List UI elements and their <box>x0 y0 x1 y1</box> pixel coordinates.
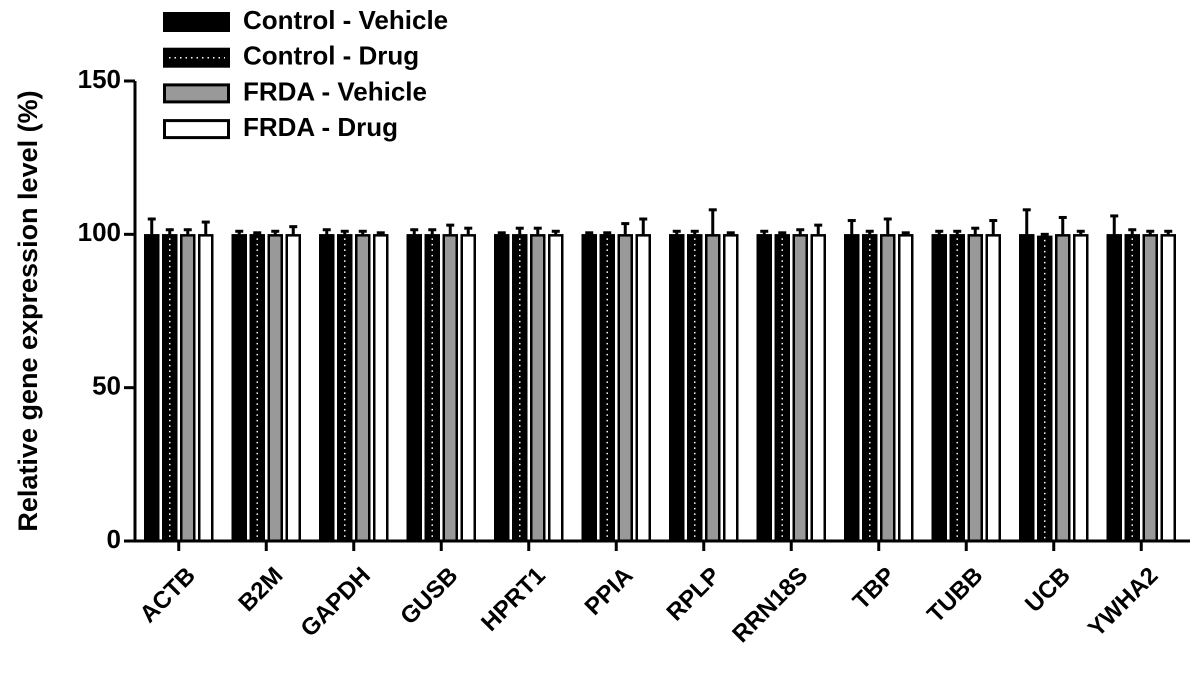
bar <box>581 234 597 543</box>
bar <box>494 234 510 543</box>
x-tick-label: B2M <box>233 562 288 617</box>
bar <box>1142 234 1158 543</box>
legend-label: Control - Vehicle <box>243 5 448 35</box>
x-tick-label: TBP <box>848 562 901 615</box>
bar <box>285 234 301 543</box>
legend-label: FRDA - Drug <box>243 112 398 142</box>
legend-swatch <box>163 119 230 140</box>
legend-label: Control - Drug <box>243 41 419 71</box>
bar <box>1019 234 1035 543</box>
bar <box>442 234 458 543</box>
bar <box>985 234 1001 543</box>
y-tick-label: 100 <box>78 217 121 247</box>
bar <box>1160 234 1176 543</box>
bar <box>198 234 214 543</box>
bar <box>180 234 196 543</box>
bar <box>705 234 721 543</box>
x-tick-label: HPRT1 <box>476 562 551 637</box>
bar <box>880 234 896 543</box>
bar <box>319 234 335 543</box>
bar <box>460 234 476 543</box>
y-axis-label: Relative gene expression level (%) <box>13 90 43 531</box>
x-tick-label: GAPDH <box>295 562 375 642</box>
y-tick-label: 50 <box>92 371 121 401</box>
x-tick-label: RPLP <box>662 562 726 626</box>
bar <box>373 234 389 543</box>
bar <box>1073 234 1089 543</box>
bar <box>810 234 826 543</box>
x-tick-label: GUSB <box>395 562 463 630</box>
x-tick-label: RRN18S <box>727 562 813 648</box>
bar <box>792 234 808 543</box>
bar <box>267 234 283 543</box>
bar <box>967 234 983 543</box>
y-tick-label: 150 <box>78 64 121 94</box>
x-tick-label: PPIA <box>580 562 639 621</box>
x-tick-label: UCB <box>1020 562 1076 618</box>
legend-swatch <box>163 83 230 104</box>
legend-swatch <box>163 12 230 32</box>
bar <box>548 234 564 543</box>
x-tick-label: TUBB <box>922 562 988 628</box>
legend-label: FRDA - Vehicle <box>243 76 427 106</box>
bar <box>617 234 633 543</box>
bar <box>406 234 422 543</box>
bar <box>530 234 546 543</box>
y-tick-label: 0 <box>107 524 121 554</box>
bar <box>1055 234 1071 543</box>
bar <box>723 234 739 543</box>
x-tick-label: ACTB <box>135 562 201 628</box>
bar <box>844 234 860 543</box>
bar <box>1106 234 1122 543</box>
bar <box>144 234 160 543</box>
bar <box>355 234 371 543</box>
bar <box>635 234 651 543</box>
bar <box>931 234 947 543</box>
bar <box>231 234 247 543</box>
bar <box>898 234 914 543</box>
bar <box>756 234 772 543</box>
x-tick-label: YWHA2 <box>1083 562 1163 642</box>
bar <box>669 234 685 543</box>
